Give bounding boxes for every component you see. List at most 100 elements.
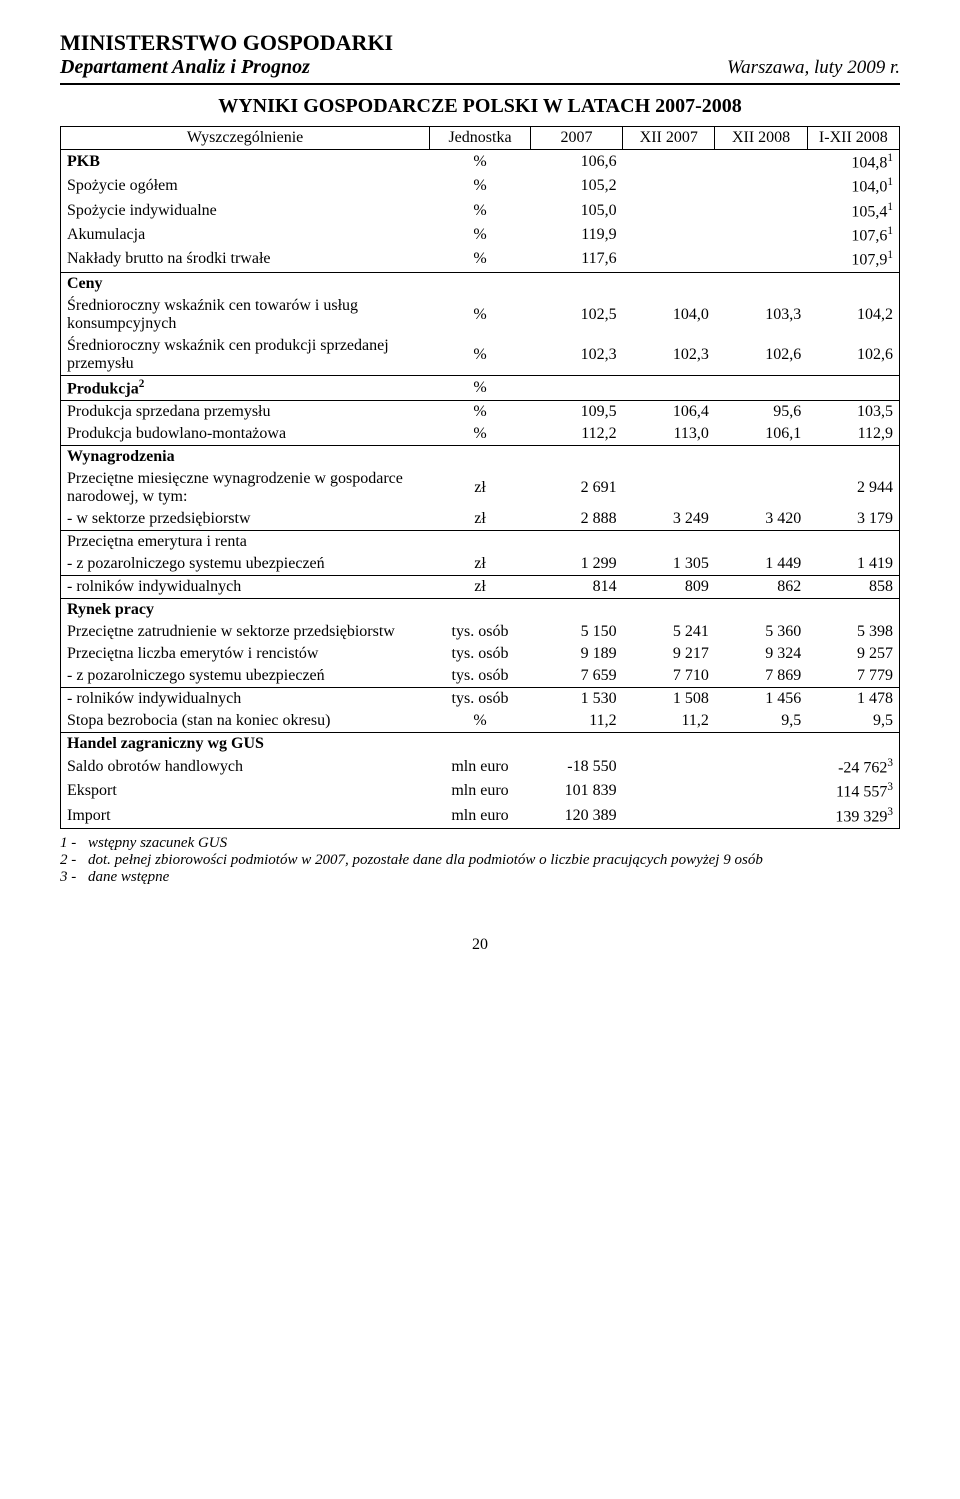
- row-value: 5 360: [715, 621, 807, 643]
- footnote-text: wstępny szacunek GUS: [88, 835, 227, 851]
- header-block: MINISTERSTWO GOSPODARKI Departament Anal…: [60, 30, 900, 85]
- row-value: 120 389: [530, 804, 622, 829]
- col-xii-2008: XII 2008: [715, 127, 807, 150]
- row-label: Saldo obrotów handlowych: [61, 755, 430, 779]
- row-unit: %: [430, 710, 531, 733]
- table-row: - z pozarolniczego systemu ubezpieczeńzł…: [61, 553, 900, 576]
- row-value: [623, 468, 715, 508]
- row-unit: [430, 598, 531, 621]
- table-row: Akumulacja%119,9107,61: [61, 223, 900, 247]
- table-row: Produkcja budowlano-montażowa%112,2113,0…: [61, 423, 900, 446]
- row-label: Średnioroczny wskaźnik cen produkcji spr…: [61, 335, 430, 376]
- row-value: -18 550: [530, 755, 622, 779]
- table-row: Eksportmln euro101 839114 5573: [61, 779, 900, 803]
- row-value: 105,2: [530, 174, 622, 198]
- row-label: PKB: [61, 150, 430, 175]
- row-value: 104,0: [623, 295, 715, 335]
- row-unit: tys. osób: [430, 643, 531, 665]
- page: MINISTERSTWO GOSPODARKI Departament Anal…: [0, 0, 960, 994]
- row-unit: mln euro: [430, 779, 531, 803]
- row-value: [623, 804, 715, 829]
- page-number: 20: [60, 936, 900, 954]
- row-value: 102,3: [623, 335, 715, 376]
- row-value: [623, 199, 715, 223]
- footnote-line: 1 -wstępny szacunek GUS: [60, 835, 900, 852]
- row-value: 814: [530, 575, 622, 598]
- row-value: [715, 150, 807, 175]
- table-row: Stopa bezrobocia (stan na koniec okresu)…: [61, 710, 900, 733]
- row-label: Wynagrodzenia: [61, 445, 430, 468]
- row-label: - w sektorze przedsiębiorstw: [61, 508, 430, 531]
- col-i-xii-2008: I-XII 2008: [807, 127, 899, 150]
- row-value: 11,2: [530, 710, 622, 733]
- row-value: [530, 375, 622, 400]
- row-value: [715, 468, 807, 508]
- footnote-text: dane wstępne: [88, 869, 169, 885]
- row-unit: [430, 732, 531, 755]
- row-value: 102,6: [715, 335, 807, 376]
- row-unit: [430, 272, 531, 295]
- row-label: Przeciętne miesięczne wynagrodzenie w go…: [61, 468, 430, 508]
- row-value: 102,3: [530, 335, 622, 376]
- row-value: 3 179: [807, 508, 899, 531]
- row-value: [623, 247, 715, 272]
- row-label: Import: [61, 804, 430, 829]
- row-value: 107,61: [807, 223, 899, 247]
- row-label: Ceny: [61, 272, 430, 295]
- row-unit: mln euro: [430, 755, 531, 779]
- table-row: Przeciętna emerytura i renta: [61, 530, 900, 553]
- table-row: Ceny: [61, 272, 900, 295]
- row-value: [715, 174, 807, 198]
- row-value: 104,81: [807, 150, 899, 175]
- row-value: 109,5: [530, 400, 622, 423]
- table-row: - z pozarolniczego systemu ubezpieczeńty…: [61, 665, 900, 688]
- row-value: 1 456: [715, 687, 807, 710]
- footnote-number: 2 -: [60, 852, 88, 869]
- row-value: 9 217: [623, 643, 715, 665]
- row-value: [623, 223, 715, 247]
- row-value: [623, 272, 715, 295]
- row-value: [715, 375, 807, 400]
- row-unit: %: [430, 247, 531, 272]
- row-value: 106,6: [530, 150, 622, 175]
- row-value: 139 3293: [807, 804, 899, 829]
- row-value: 2 691: [530, 468, 622, 508]
- row-value: [530, 530, 622, 553]
- row-value: 106,1: [715, 423, 807, 446]
- row-value: [623, 755, 715, 779]
- row-value: [623, 598, 715, 621]
- data-table: Wyszczególnienie Jednostka 2007 XII 2007…: [60, 126, 900, 829]
- row-unit: %: [430, 295, 531, 335]
- row-value: [623, 530, 715, 553]
- table-row: Wynagrodzenia: [61, 445, 900, 468]
- row-label: Produkcja2: [61, 375, 430, 400]
- row-value: 107,91: [807, 247, 899, 272]
- table-row: Rynek pracy: [61, 598, 900, 621]
- row-value: 104,2: [807, 295, 899, 335]
- footnotes: 1 -wstępny szacunek GUS2 -dot. pełnej zb…: [60, 835, 900, 886]
- row-value: 5 150: [530, 621, 622, 643]
- row-value: 114 5573: [807, 779, 899, 803]
- row-unit: tys. osób: [430, 621, 531, 643]
- row-value: 2 888: [530, 508, 622, 531]
- place-date: Warszawa, luty 2009 r.: [727, 57, 900, 79]
- row-label: Akumulacja: [61, 223, 430, 247]
- footnote-number: 3 -: [60, 869, 88, 886]
- row-value: 7 659: [530, 665, 622, 688]
- footnote-text: dot. pełnej zbiorowości podmiotów w 2007…: [88, 852, 763, 868]
- row-value: 1 449: [715, 553, 807, 576]
- row-value: 103,5: [807, 400, 899, 423]
- row-unit: zł: [430, 575, 531, 598]
- row-value: [623, 375, 715, 400]
- row-unit: [430, 530, 531, 553]
- row-value: 1 478: [807, 687, 899, 710]
- row-value: [715, 247, 807, 272]
- row-value: [715, 223, 807, 247]
- row-value: [623, 779, 715, 803]
- col-xii-2007: XII 2007: [623, 127, 715, 150]
- footnote-number: 1 -: [60, 835, 88, 852]
- row-value: 119,9: [530, 223, 622, 247]
- row-value: [807, 445, 899, 468]
- row-value: [623, 445, 715, 468]
- row-value: 9 324: [715, 643, 807, 665]
